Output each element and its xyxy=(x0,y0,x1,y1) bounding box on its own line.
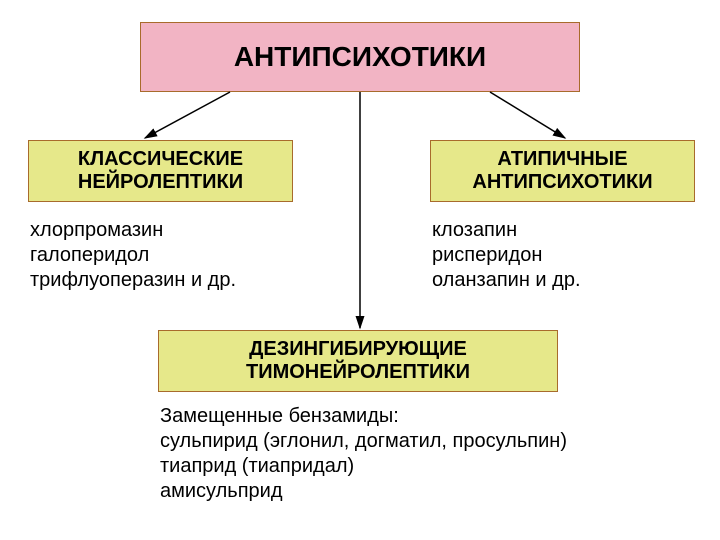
middle-box: ДЕЗИНГИБИРУЮЩИЕ ТИМОНЕЙРОЛЕПТИКИ xyxy=(158,330,558,392)
arrow-0 xyxy=(145,92,230,138)
left-examples: хлорпромазин галоперидол трифлуоперазин … xyxy=(30,218,236,293)
root-box: АНТИПСИХОТИКИ xyxy=(140,22,580,92)
arrow-1 xyxy=(490,92,565,138)
left-box: КЛАССИЧЕСКИЕ НЕЙРОЛЕПТИКИ xyxy=(28,140,293,202)
right-box: АТИПИЧНЫЕ АНТИПСИХОТИКИ xyxy=(430,140,695,202)
right-examples: клозапин рисперидон оланзапин и др. xyxy=(432,218,581,293)
middle-examples: Замещенные бензамиды: сульпирид (эглонил… xyxy=(160,404,567,504)
